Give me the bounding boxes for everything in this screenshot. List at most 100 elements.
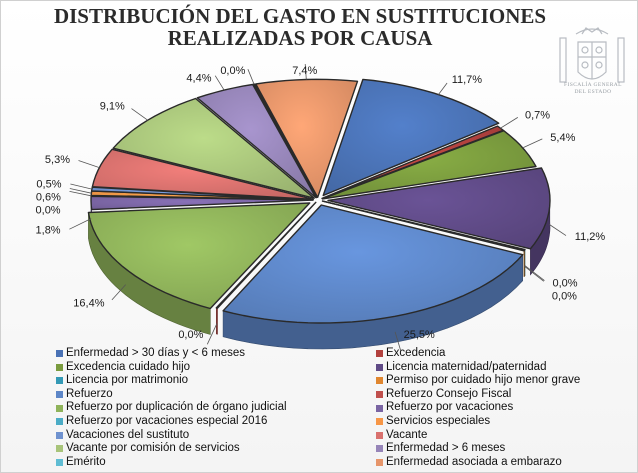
legend-swatch bbox=[56, 418, 63, 426]
pie-side-16 bbox=[216, 307, 218, 335]
data-label-4: 0,0% bbox=[553, 278, 578, 290]
legend-item: Permiso por cuidado hijo menor grave bbox=[376, 374, 626, 388]
legend-label: Vacaciones del sustituto bbox=[66, 428, 190, 441]
legend-swatch bbox=[376, 363, 383, 371]
leader-line-17 bbox=[304, 63, 307, 80]
leader-line-16 bbox=[247, 69, 255, 85]
data-label-11: 0,6% bbox=[36, 192, 61, 204]
legend-label: Emérito bbox=[66, 455, 106, 468]
seal-caption-line2: DEL ESTADO bbox=[574, 89, 612, 95]
leader-line-15 bbox=[214, 75, 225, 91]
legend-label: Permiso por cuidado hijo menor grave bbox=[386, 374, 581, 387]
data-label-3: 11,2% bbox=[575, 231, 606, 243]
legend-swatch bbox=[56, 377, 63, 385]
leader-line-10 bbox=[69, 191, 92, 197]
leader-line-6 bbox=[394, 331, 402, 351]
leader-line-8 bbox=[111, 284, 126, 301]
legend-swatch bbox=[56, 431, 63, 439]
legend-item: Refuerzo por duplicación de órgano judic… bbox=[56, 401, 376, 415]
coat-of-arms-logo bbox=[559, 27, 625, 83]
label-leaders bbox=[69, 63, 567, 351]
leader-line-9 bbox=[69, 218, 92, 230]
legend-label: Refuerzo por duplicación de órgano judic… bbox=[66, 401, 287, 414]
pie-slice-7 bbox=[215, 201, 317, 309]
leader-line-3 bbox=[549, 224, 567, 236]
pie-slice-5 bbox=[321, 200, 526, 252]
legend-item: Refuerzo por vacaciones bbox=[376, 401, 626, 415]
data-label-2: 5,4% bbox=[550, 132, 575, 144]
legend-swatch bbox=[56, 445, 63, 453]
legend-label: Vacante bbox=[386, 428, 428, 441]
legend-swatch bbox=[376, 391, 383, 399]
legend-label: Enfermedad > 30 días y < 6 meses bbox=[66, 347, 245, 359]
legend-item: Refuerzo bbox=[56, 388, 376, 402]
seal-caption: FISCALÍA GENERAL DEL ESTADO bbox=[548, 82, 638, 96]
data-label-15: 4,4% bbox=[186, 73, 211, 85]
legend-swatch bbox=[376, 418, 383, 426]
legend-item: Emérito bbox=[56, 456, 376, 470]
data-label-10: 0,0% bbox=[36, 205, 61, 217]
legend-swatch bbox=[376, 350, 383, 358]
data-label-1: 0,7% bbox=[525, 110, 550, 122]
chart-legend: Enfermedad > 30 días y < 6 meses Excedenc… bbox=[56, 347, 626, 469]
leader-line-5 bbox=[523, 265, 545, 282]
leader-line-0 bbox=[438, 82, 448, 95]
legend-swatch bbox=[56, 350, 63, 358]
leader-line-1 bbox=[500, 117, 519, 129]
legend-swatch bbox=[56, 391, 63, 399]
data-label-8: 16,4% bbox=[73, 298, 104, 310]
data-label-13: 5,3% bbox=[45, 154, 70, 166]
data-labels: 11,7%0,7%5,4%11,2%0,0%0,0%25,5%0,0%16,4%… bbox=[36, 65, 606, 341]
legend-swatch bbox=[376, 459, 383, 467]
chart-title: DISTRIBUCIÓN DEL GASTO EN SUSTITUCIONES … bbox=[0, 5, 600, 49]
pie-slice-6 bbox=[222, 204, 524, 324]
leader-line-2 bbox=[522, 138, 543, 149]
legend-item: Vacaciones del sustituto bbox=[56, 429, 376, 443]
legend-item: Licencia maternidad/paternidad bbox=[376, 361, 626, 375]
legend-swatch bbox=[376, 431, 383, 439]
legend-label: Refuerzo por vacaciones especial 2016 bbox=[66, 414, 268, 427]
leader-line-11 bbox=[69, 188, 92, 194]
legend-label: Servicios especiales bbox=[386, 414, 491, 427]
pie-tops bbox=[87, 78, 551, 324]
legend-swatch bbox=[376, 377, 383, 385]
legend-item: Refuerzo por vacaciones especial 2016 bbox=[56, 415, 376, 429]
data-label-5: 0,0% bbox=[552, 291, 577, 303]
pie-slice-8 bbox=[87, 202, 311, 310]
legend-label: Licencia por matrimonio bbox=[66, 374, 189, 387]
data-label-14: 9,1% bbox=[100, 101, 125, 113]
legend-item: Enfermedad > 30 días y < 6 meses bbox=[56, 347, 376, 361]
data-label-16: 0,0% bbox=[220, 65, 245, 77]
data-label-9: 1,8% bbox=[36, 224, 61, 236]
legend-label: Enfermedad > 6 meses bbox=[386, 442, 506, 455]
leader-line-12 bbox=[70, 183, 92, 190]
chart-title-line1: DISTRIBUCIÓN DEL GASTO EN SUSTITUCIONES bbox=[53, 4, 547, 28]
legend-item: Vacante por comisión de servicios bbox=[56, 442, 376, 456]
legend-item: Servicios especiales bbox=[376, 415, 626, 429]
legend-swatch bbox=[56, 404, 63, 412]
leader-line-4 bbox=[524, 265, 545, 281]
legend-swatch bbox=[56, 363, 63, 371]
legend-label: Vacante por comisión de servicios bbox=[66, 442, 240, 455]
legend-label: Excedencia cuidado hijo bbox=[66, 360, 191, 373]
seal-caption-line1: FISCALÍA GENERAL bbox=[564, 82, 622, 88]
pie-side-14 bbox=[523, 249, 525, 277]
leader-line-7 bbox=[206, 323, 218, 345]
legend-item: Excedencia cuidado hijo bbox=[56, 361, 376, 375]
legend-item: Licencia por matrimonio bbox=[56, 374, 376, 388]
data-label-6: 25,5% bbox=[404, 329, 435, 341]
legend-label: Excedencia bbox=[386, 347, 446, 359]
legend-label: Refuerzo por vacaciones bbox=[386, 401, 514, 414]
pie-slice-3 bbox=[327, 167, 551, 250]
chart-title-line2: REALIZADAS POR CAUSA bbox=[167, 26, 433, 50]
legend-item: Vacante bbox=[376, 429, 626, 443]
leader-line-13 bbox=[78, 160, 100, 168]
legend-item: Refuerzo Consejo Fiscal bbox=[376, 388, 626, 402]
legend-item: Enfermedad asociada a embarazo bbox=[376, 456, 626, 470]
legend-swatch bbox=[56, 459, 63, 467]
legend-label: Licencia maternidad/paternidad bbox=[386, 360, 547, 373]
legend-item: Excedencia bbox=[376, 347, 626, 361]
legend-swatch bbox=[376, 445, 383, 453]
data-label-7: 0,0% bbox=[178, 329, 203, 341]
